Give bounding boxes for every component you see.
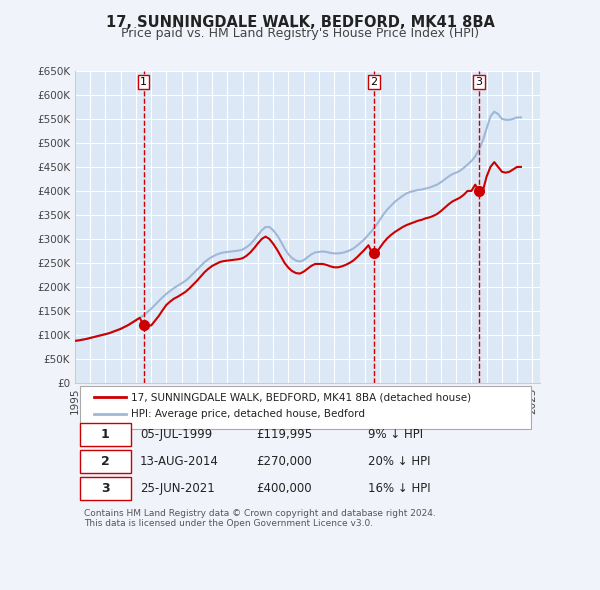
Text: 17, SUNNINGDALE WALK, BEDFORD, MK41 8BA: 17, SUNNINGDALE WALK, BEDFORD, MK41 8BA: [106, 15, 494, 30]
Text: £119,995: £119,995: [256, 428, 313, 441]
FancyBboxPatch shape: [80, 423, 131, 445]
Text: 1: 1: [140, 77, 147, 87]
Text: Contains HM Land Registry data © Crown copyright and database right 2024.: Contains HM Land Registry data © Crown c…: [84, 509, 436, 518]
Text: £400,000: £400,000: [256, 481, 312, 494]
Text: 1: 1: [101, 428, 110, 441]
Text: HPI: Average price, detached house, Bedford: HPI: Average price, detached house, Bedf…: [131, 409, 365, 419]
Text: 3: 3: [476, 77, 482, 87]
FancyBboxPatch shape: [80, 450, 131, 473]
Text: 9% ↓ HPI: 9% ↓ HPI: [368, 428, 423, 441]
Text: 2: 2: [101, 455, 110, 468]
Text: Price paid vs. HM Land Registry's House Price Index (HPI): Price paid vs. HM Land Registry's House …: [121, 27, 479, 40]
Text: This data is licensed under the Open Government Licence v3.0.: This data is licensed under the Open Gov…: [84, 519, 373, 528]
Text: 2: 2: [370, 77, 377, 87]
Text: 17, SUNNINGDALE WALK, BEDFORD, MK41 8BA (detached house): 17, SUNNINGDALE WALK, BEDFORD, MK41 8BA …: [131, 392, 471, 402]
Text: 05-JUL-1999: 05-JUL-1999: [140, 428, 212, 441]
Text: 3: 3: [101, 481, 110, 494]
Text: £270,000: £270,000: [256, 455, 312, 468]
Text: 20% ↓ HPI: 20% ↓ HPI: [368, 455, 430, 468]
Text: 13-AUG-2014: 13-AUG-2014: [140, 455, 219, 468]
Text: 16% ↓ HPI: 16% ↓ HPI: [368, 481, 431, 494]
FancyBboxPatch shape: [80, 477, 131, 500]
FancyBboxPatch shape: [80, 386, 531, 428]
Text: 25-JUN-2021: 25-JUN-2021: [140, 481, 215, 494]
